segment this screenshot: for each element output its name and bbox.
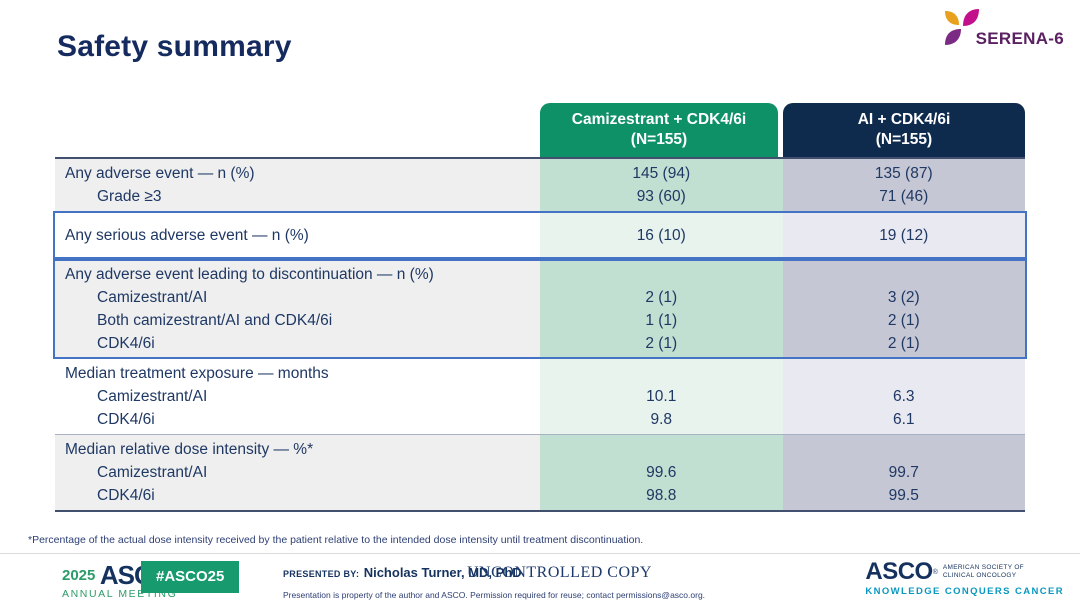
row-label: Any adverse event leading to discontinua…: [65, 266, 434, 283]
row-sublabels: Grade ≥3: [97, 188, 162, 205]
row-label: Median treatment exposure — months: [65, 365, 329, 382]
value-camizestrant: 99.6 98.8: [540, 435, 783, 510]
asco-society-logo: ASCO ® AMERICAN SOCIETY OF CLINICAL ONCOL…: [865, 560, 1064, 597]
hashtag-badge: #ASCO25: [141, 561, 240, 593]
serena-flower-icon: [940, 8, 982, 51]
value-camizestrant: 2 (1) 1 (1) 2 (1): [540, 261, 783, 357]
row-sublabels: Camizestrant/AI Both camizestrant/AI and…: [97, 289, 333, 352]
table-header-row: Camizestrant + CDK4/6i (N=155) AI + CDK4…: [55, 103, 1025, 157]
table-row-treatment-exposure: Median treatment exposure — months Camiz…: [55, 359, 1025, 434]
value-ai: 19 (12): [782, 213, 1025, 257]
asco-logo-annual-meeting: ANNUAL MEETING: [62, 588, 178, 600]
footer-bar: 2025 ASCO® ANNUAL MEETING #ASCO25 PRESEN…: [0, 554, 1080, 607]
asco-logo-year: 2025: [62, 567, 96, 584]
uncontrolled-copy-watermark: UNCONTROLLED COPY: [467, 564, 652, 581]
value-camizestrant: 16 (10): [540, 213, 783, 257]
row-label: Any serious adverse event — n (%): [65, 227, 309, 244]
row-sublabels: Camizestrant/AI CDK4/6i: [97, 464, 208, 504]
table-body: Any adverse event — n (%) Grade ≥3 145 (…: [53, 157, 1027, 512]
table-row-discontinuation: Any adverse event leading to discontinua…: [53, 259, 1027, 359]
value-ai: 99.7 99.5: [782, 435, 1025, 510]
serena-logo-text: SERENA-6: [975, 29, 1064, 48]
page-title: Safety summary: [57, 30, 292, 63]
row-label: Any adverse event — n (%): [65, 165, 255, 182]
presenter-name: Nicholas Turner, MD, PhD: [363, 565, 522, 580]
permission-note: Presentation is property of the author a…: [283, 590, 706, 600]
value-ai: 6.3 6.1: [782, 359, 1025, 434]
asco-society-wordmark: ASCO: [865, 558, 933, 585]
row-sublabels: Camizestrant/AI CDK4/6i: [97, 388, 208, 428]
society-name-line2: CLINICAL ONCOLOGY: [942, 572, 1017, 579]
table-row-any-adverse-event: Any adverse event — n (%) Grade ≥3 145 (…: [55, 159, 1025, 211]
footnote: *Percentage of the actual dose intensity…: [28, 534, 644, 546]
table-row-serious-adverse-event: Any serious adverse event — n (%) 16 (10…: [53, 211, 1027, 259]
header-spacer: [55, 103, 540, 157]
safety-summary-table: Camizestrant + CDK4/6i (N=155) AI + CDK4…: [53, 103, 1027, 512]
presented-by-block: PRESENTED BY: Nicholas Turner, MD, PhD P…: [283, 564, 705, 600]
value-camizestrant: 145 (94) 93 (60): [540, 159, 783, 211]
footer-divider: [0, 553, 1080, 554]
society-name-line1: AMERICAN SOCIETY OF: [942, 563, 1024, 571]
asco-tagline: KNOWLEDGE CONQUERS CANCER: [865, 586, 1064, 597]
row-label: Median relative dose intensity — %*: [65, 441, 314, 458]
column-header-ai: AI + CDK4/6i (N=155): [783, 103, 1025, 157]
presented-by-label: PRESENTED BY:: [283, 569, 360, 579]
registered-mark-icon: ®: [932, 568, 938, 576]
value-camizestrant: 10.1 9.8: [540, 359, 783, 434]
serena-6-logo: SERENA-6: [940, 8, 1064, 51]
column-header-camizestrant: Camizestrant + CDK4/6i (N=155): [540, 103, 778, 157]
table-row-dose-intensity: Median relative dose intensity — %* Cami…: [55, 434, 1025, 510]
value-ai: 135 (87) 71 (46): [782, 159, 1025, 211]
value-ai: 3 (2) 2 (1) 2 (1): [782, 261, 1025, 357]
